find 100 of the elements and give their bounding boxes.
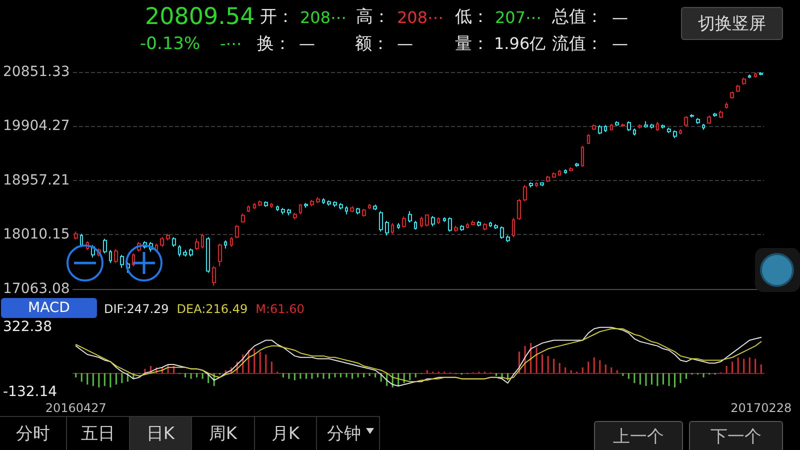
candlestick <box>241 212 245 223</box>
candlestick <box>304 202 308 208</box>
candlestick <box>615 120 619 126</box>
candlestick <box>281 207 285 215</box>
candlestick <box>719 110 723 119</box>
text: 额： <box>355 34 389 55</box>
candlestick <box>350 206 354 213</box>
candlestick <box>477 220 481 227</box>
candlestick <box>742 77 746 86</box>
button: 切换竖屏 <box>681 7 783 40</box>
y-tick-label: 19904.27 <box>3 118 70 134</box>
candlestick <box>206 236 210 274</box>
candlestick <box>707 114 711 124</box>
candlestick <box>195 238 199 251</box>
candlestick <box>656 121 659 132</box>
y-tick-label: 322.38 <box>3 319 52 335</box>
text: 开： <box>260 7 294 28</box>
candlestick <box>633 128 636 136</box>
candlestick <box>103 238 107 254</box>
candlestick <box>581 145 584 168</box>
candlestick <box>437 216 440 224</box>
candlestick <box>293 212 297 220</box>
candlestick <box>264 200 268 208</box>
candlestick <box>575 162 579 168</box>
candlestick <box>587 134 590 144</box>
candlestick <box>316 196 320 204</box>
candlestick <box>362 208 366 218</box>
candlestick <box>730 90 734 100</box>
candlestick <box>517 198 521 220</box>
candlestick <box>172 236 176 248</box>
x-tick-label: 20160427 <box>45 401 106 415</box>
candlestick <box>333 200 337 208</box>
tab: 月K <box>255 416 317 450</box>
button: 下一个 <box>689 421 783 450</box>
candlestick <box>506 235 510 242</box>
candlestick <box>166 233 170 241</box>
candlestick <box>339 202 343 210</box>
text: 208⋯ <box>397 8 444 28</box>
candlestick <box>460 224 464 232</box>
candlestick <box>661 124 665 129</box>
candlestick <box>218 243 222 267</box>
candlestick <box>178 244 181 258</box>
candlestick <box>529 182 533 188</box>
candlestick <box>431 216 435 227</box>
button: 上一个 <box>594 421 683 450</box>
text: — <box>612 8 628 28</box>
text: 1.96亿 <box>494 34 546 54</box>
candlestick <box>684 116 688 127</box>
candlestick <box>592 124 596 131</box>
candlestick <box>368 204 371 210</box>
candlestick <box>212 266 216 286</box>
candlestick <box>247 205 250 213</box>
candlestick <box>391 222 394 234</box>
candlestick <box>569 166 573 172</box>
candlestick <box>160 236 164 248</box>
candlestick <box>667 127 671 134</box>
candlestick <box>299 204 302 215</box>
candlestick <box>322 198 325 204</box>
text: DIF:247.29 <box>104 301 169 317</box>
candlestick <box>512 217 515 238</box>
candlestick <box>345 206 348 215</box>
candlestick <box>120 254 124 268</box>
candlestick <box>644 120 648 128</box>
candlestick <box>754 72 757 78</box>
text: 总值： <box>552 7 603 28</box>
candlestick <box>552 172 556 178</box>
candlestick <box>500 226 504 240</box>
candlestick <box>385 220 389 236</box>
candlestick <box>523 184 527 202</box>
candlestick <box>189 248 193 258</box>
candlestick <box>558 169 561 176</box>
tab: 分时 <box>0 416 67 450</box>
text: — <box>299 34 315 54</box>
candlestick <box>564 168 567 174</box>
text: — <box>397 34 413 54</box>
candlestick <box>725 102 728 109</box>
candlestick <box>466 222 469 229</box>
candlestick <box>224 240 227 249</box>
candlestick <box>546 175 550 182</box>
x-tick-label: 20170228 <box>730 401 792 415</box>
candlestick <box>759 72 763 76</box>
candlestick <box>702 123 705 130</box>
y-tick-label: 17063.08 <box>3 281 70 297</box>
candlestick <box>373 204 377 211</box>
y-tick-label: 18957.21 <box>3 172 70 188</box>
candlestick <box>489 221 492 228</box>
candlestick <box>598 124 602 135</box>
candlestick <box>270 202 273 208</box>
text: DEA:216.49 <box>176 301 248 317</box>
candlestick <box>483 222 487 231</box>
candlestick <box>235 224 239 239</box>
candlestick <box>604 124 607 132</box>
candlestick <box>494 224 498 230</box>
text: 208⋯ <box>300 8 347 28</box>
candlestick <box>414 220 417 230</box>
tab: 周K <box>192 416 255 450</box>
candlestick <box>425 214 429 227</box>
candlestick <box>114 248 118 264</box>
candlestick <box>535 182 538 188</box>
candlestick <box>736 84 740 93</box>
